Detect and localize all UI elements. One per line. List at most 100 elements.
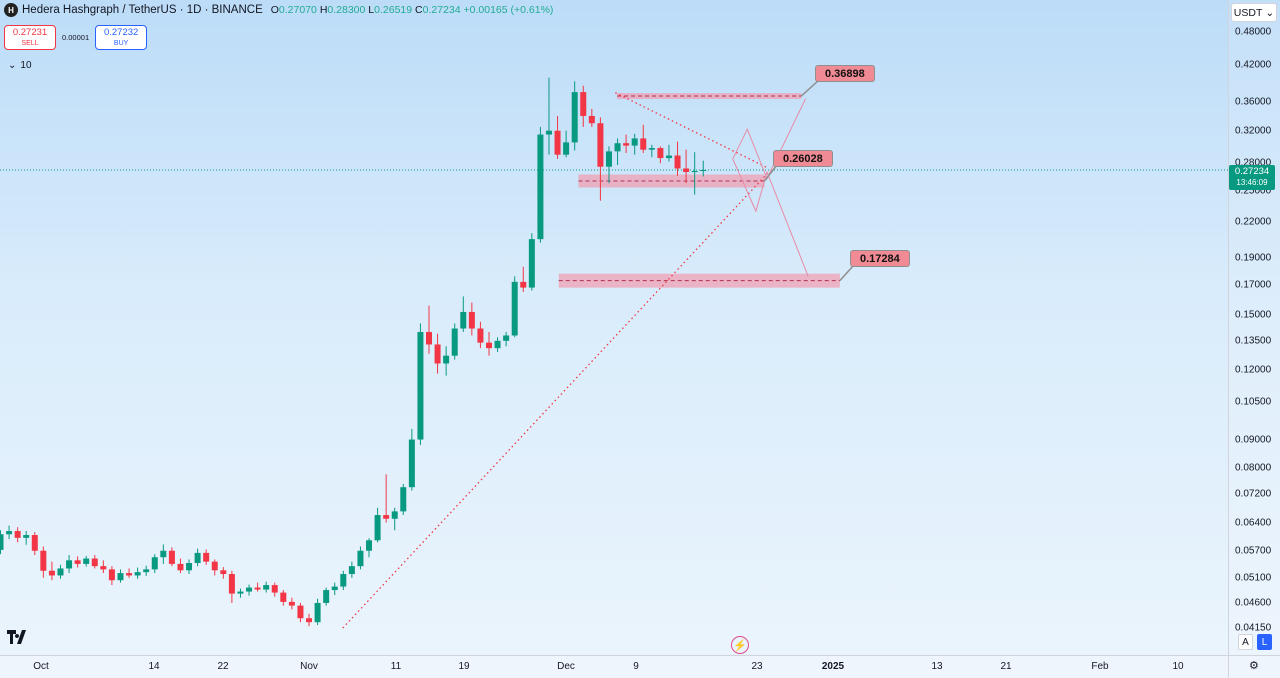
candle-body <box>126 573 133 576</box>
candle-body <box>451 328 458 356</box>
price-tick-label: 0.12000 <box>1235 364 1272 375</box>
time-tick-label: 22 <box>217 661 229 672</box>
candle-body <box>271 585 278 593</box>
callout-connector <box>763 164 778 182</box>
candle-body <box>48 570 55 576</box>
close-label: C <box>415 4 423 16</box>
candle-body <box>503 335 510 341</box>
price-tick-label: 0.42000 <box>1235 59 1272 70</box>
candle-body <box>674 155 681 169</box>
candle-body <box>254 587 261 590</box>
trade-panel: 0.27231 SELL 0.00001 0.27232 BUY <box>4 25 148 50</box>
price-callout[interactable]: 0.36898 <box>815 65 875 82</box>
candle-body <box>66 560 73 569</box>
buy-button[interactable]: 0.27232 BUY <box>95 25 148 50</box>
price-tick-label: 0.07200 <box>1235 488 1272 500</box>
candle-body <box>348 566 355 575</box>
candle-body <box>186 563 193 571</box>
candle-body <box>143 569 150 573</box>
candle-body <box>477 328 484 343</box>
candle-body <box>280 592 287 602</box>
candle-body <box>374 515 381 541</box>
lightning-icon[interactable]: ⚡ <box>731 636 749 654</box>
candle-body <box>117 573 124 581</box>
candle-body <box>314 602 321 623</box>
gear-icon[interactable]: ⚙ <box>1249 660 1259 672</box>
candle-body <box>100 566 107 570</box>
candle-body <box>57 568 64 576</box>
price-callout[interactable]: 0.17284 <box>850 250 910 267</box>
candle-body <box>605 151 612 167</box>
bullish-projection-path <box>732 98 807 180</box>
candle-body <box>246 587 253 592</box>
currency-selector[interactable]: USDT ⌄ <box>1231 3 1277 22</box>
candle-body <box>571 92 578 143</box>
candle-body <box>366 540 373 551</box>
price-chart[interactable] <box>0 0 1228 655</box>
candle-body <box>237 591 244 594</box>
candle-body <box>614 143 621 152</box>
spread-value: 0.00001 <box>62 33 90 42</box>
log-scale-button[interactable]: L <box>1257 634 1272 650</box>
candle-body <box>14 531 21 538</box>
bearish-projection-path <box>732 158 809 277</box>
time-tick-label: 21 <box>1000 661 1012 672</box>
price-tick-label: 0.05100 <box>1235 572 1272 584</box>
candle-body <box>40 550 47 571</box>
price-tick-label: 0.32000 <box>1235 125 1272 137</box>
ohlc-values: O0.27070 H0.28300 L0.26519 C0.27234 +0.0… <box>271 4 554 16</box>
indicators-toggle[interactable]: ⌄ 10 <box>8 60 32 71</box>
sell-label: SELL <box>21 40 39 47</box>
auto-scale-button[interactable]: A <box>1238 634 1253 650</box>
time-axis[interactable]: Oct 14 22 Nov 11 19 Dec 9 23 2025 13 21 Feb 10 <box>0 655 1228 678</box>
chevron-down-icon[interactable]: ⌄ <box>8 60 17 71</box>
time-tick-label: 10 <box>1172 661 1184 672</box>
buy-label: BUY <box>113 40 129 47</box>
time-tick-label: Feb <box>1091 661 1109 672</box>
support-trendline <box>342 173 768 629</box>
candle-body <box>554 130 561 155</box>
tradingview-logo-icon[interactable] <box>7 630 31 648</box>
price-tick-label: 0.15000 <box>1235 309 1272 321</box>
price-tick-label: 0.06400 <box>1235 517 1272 529</box>
candle-body <box>220 570 227 575</box>
candle-body <box>0 534 4 550</box>
price-axis[interactable]: 0.48000 0.42000 0.36000 0.32000 0.28000 0.250… <box>1228 0 1280 655</box>
time-tick-label: 19 <box>458 661 470 672</box>
candle-body <box>426 331 432 345</box>
candle-body <box>691 170 698 173</box>
candle-body <box>211 561 218 571</box>
hedera-logo-icon: H <box>4 3 18 17</box>
price-callout[interactable]: 0.26028 <box>773 150 833 167</box>
time-tick-label: 23 <box>751 661 763 672</box>
buy-price: 0.27232 <box>103 27 139 38</box>
candle-body <box>168 550 175 564</box>
candle-body <box>340 574 347 587</box>
candle-body <box>443 355 450 364</box>
candle-body <box>683 168 690 173</box>
candle-body <box>263 585 270 590</box>
open-label: O <box>270 4 279 16</box>
price-tick-label: 0.28000 <box>1235 157 1272 169</box>
candle-body <box>460 311 467 329</box>
candle-body <box>417 331 424 440</box>
bar-countdown: 13:46:09 <box>1236 178 1268 187</box>
candle-body <box>331 586 338 591</box>
symbol-title[interactable]: Hedera Hashgraph / TetherUS · 1D · BINAN… <box>22 4 263 16</box>
candle-body <box>520 281 527 288</box>
candle-body <box>631 138 638 146</box>
candle-body <box>511 281 518 336</box>
sell-price: 0.27231 <box>12 27 48 38</box>
resistance-trendline <box>615 92 768 169</box>
candle-body <box>357 550 364 567</box>
time-tick-label: 13 <box>931 661 943 672</box>
change-value: +0.00165 (+0.61%) <box>463 4 554 16</box>
time-tick-label: 2025 <box>821 661 845 672</box>
candle-body <box>545 130 552 135</box>
last-price: 0.27234 <box>1234 166 1270 177</box>
candle-body <box>434 344 441 364</box>
low-value: 0.26519 <box>374 4 413 16</box>
sell-button[interactable]: 0.27231 SELL <box>4 25 56 50</box>
chart-pane[interactable] <box>0 0 1228 655</box>
high-value: 0.28300 <box>327 4 366 16</box>
